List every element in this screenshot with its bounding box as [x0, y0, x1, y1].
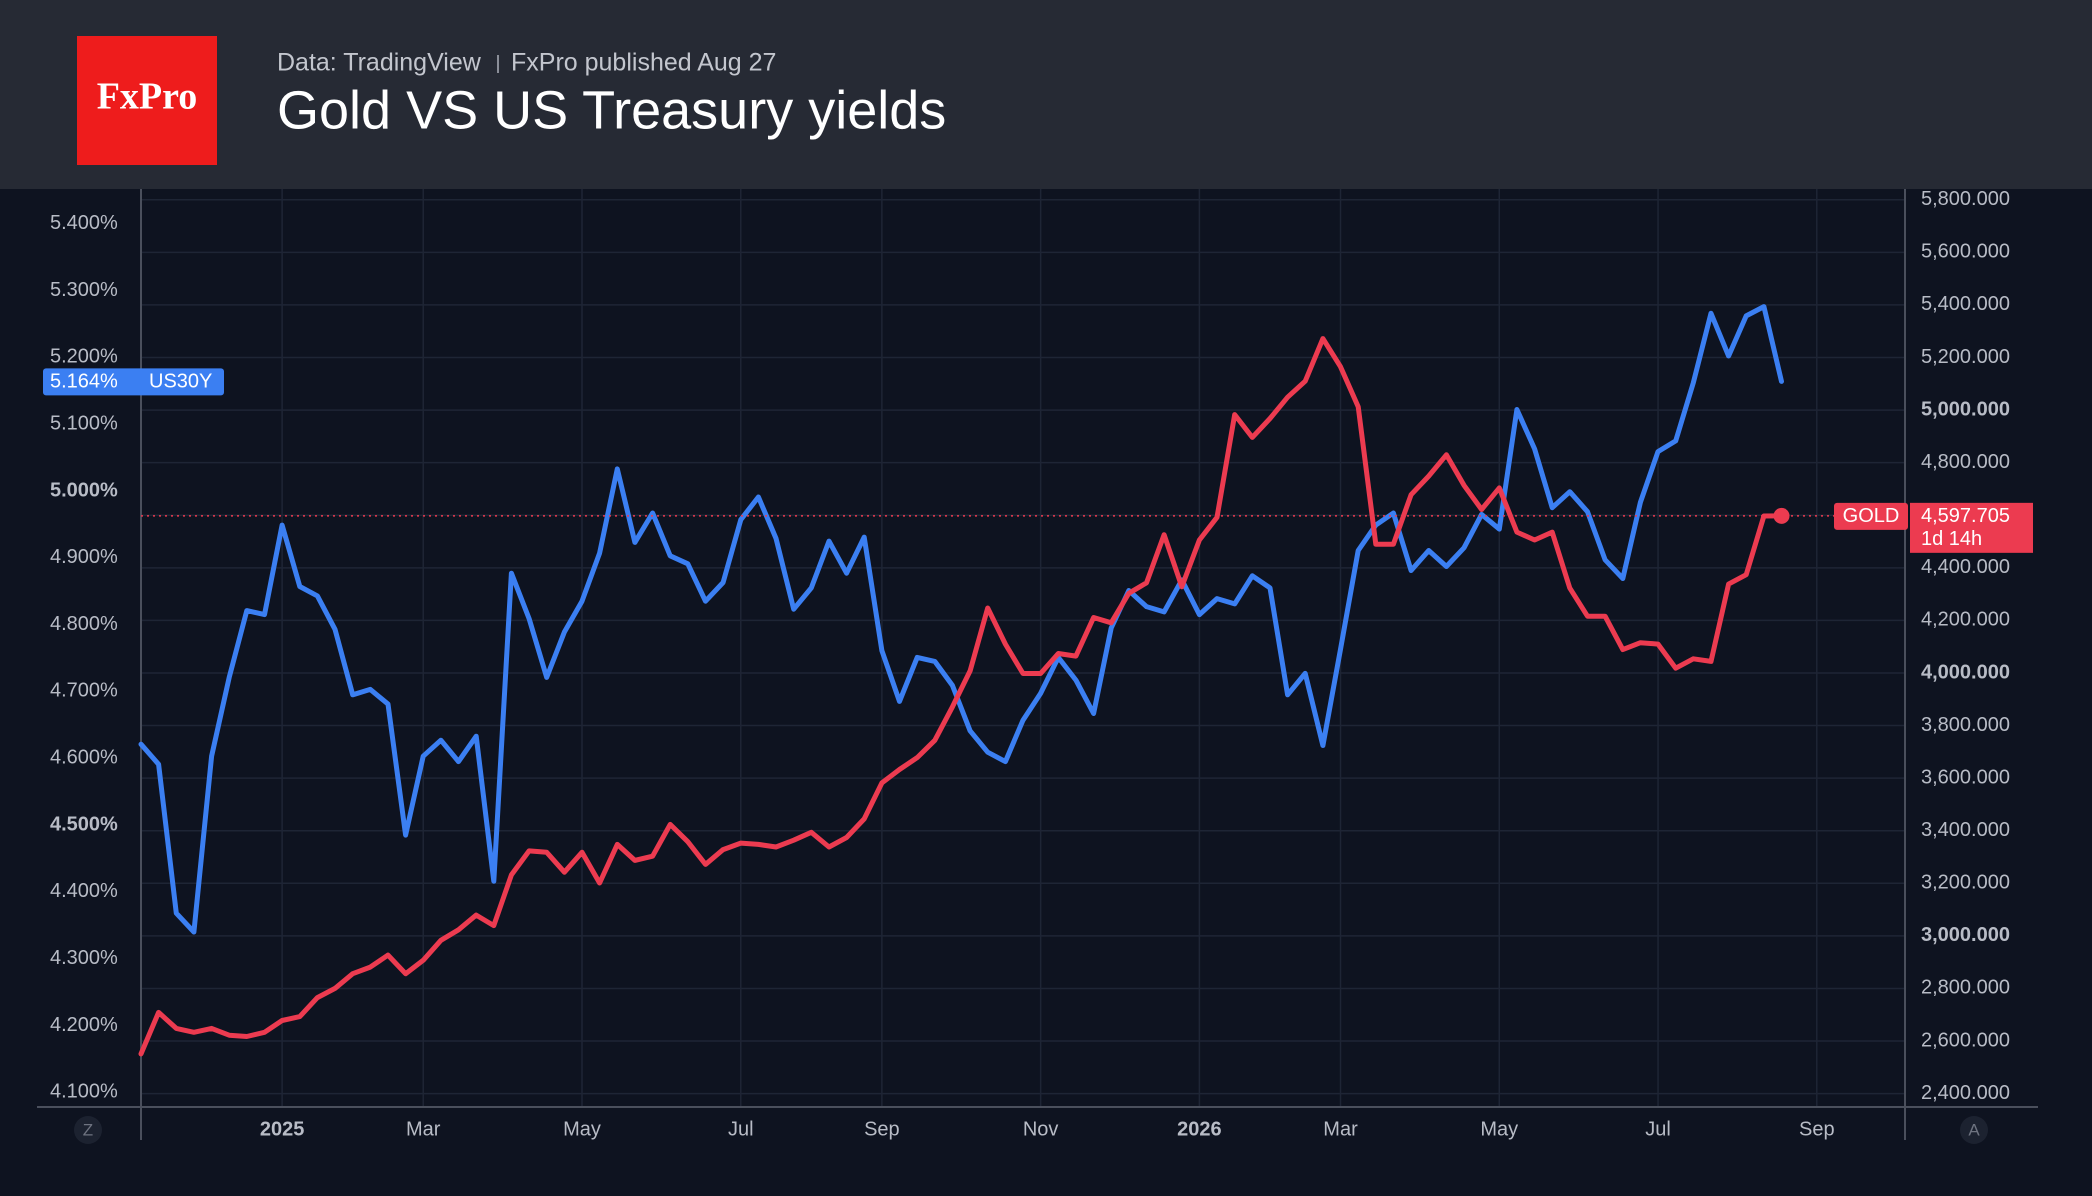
logo-text: FxPro: [97, 76, 198, 118]
y2-tick-label: 5,600.000: [1921, 241, 2010, 263]
x-tick-label: Jul: [728, 1118, 754, 1140]
chart-title: Gold VS US Treasury yields: [277, 80, 946, 140]
y2-tick-label: 2,600.000: [1921, 1029, 2010, 1051]
y2-tick-label: 3,600.000: [1921, 766, 2010, 788]
y2-tick-label: 3,000.000: [1921, 924, 2010, 946]
y-tick-label: 4.500%: [50, 813, 118, 835]
y2-tick-label: 5,400.000: [1921, 293, 2010, 315]
legend-label: GOLD: [1843, 505, 1900, 527]
control-label[interactable]: A: [1968, 1120, 1980, 1139]
y2-tick-label: 5,200.000: [1921, 346, 2010, 368]
y2-tick-label: 2,800.000: [1921, 977, 2010, 999]
last-point: [1773, 507, 1790, 524]
y2-tick-label: 4,400.000: [1921, 556, 2010, 578]
y-tick-label: 5.400%: [50, 212, 118, 234]
y-tick-label: 4.600%: [50, 747, 118, 769]
y2-tick-label: 3,200.000: [1921, 872, 2010, 894]
badge: [1834, 502, 1908, 530]
last-value-label: 5.164%: [50, 371, 118, 393]
y2-tick-label: 3,800.000: [1921, 714, 2010, 736]
x-tick-label: Nov: [1023, 1118, 1059, 1140]
y-tick-label: 4.300%: [50, 947, 118, 969]
last-value-label: 4,597.705: [1921, 505, 2010, 527]
countdown-label: 1d 14h: [1921, 528, 1982, 550]
published: FxPro published Aug 27: [511, 49, 776, 77]
logo: [77, 36, 217, 165]
x-tick-label: May: [1480, 1118, 1518, 1140]
x-tick-label: Sep: [864, 1118, 900, 1140]
header: [0, 0, 2092, 189]
series-line: [138, 336, 1784, 1057]
source: Data: TradingView: [277, 49, 482, 77]
y-tick-label: 5.000%: [50, 479, 118, 501]
series-line: [138, 304, 1784, 935]
y2-tick-label: 5,000.000: [1921, 398, 2010, 420]
y2-tick-label: 4,200.000: [1921, 609, 2010, 631]
y-tick-label: 4.200%: [50, 1014, 118, 1036]
legend-label: US30Y: [149, 371, 212, 393]
y-tick-label: 5.300%: [50, 279, 118, 301]
x-tick-label: 2025: [260, 1118, 305, 1140]
x-tick-label: Mar: [406, 1118, 441, 1140]
plot: 5.400% 5.300% 5.200% 5.100% 5.000% 4.900% 4.80…: [37, 188, 2038, 1140]
x-tick-label: Jul: [1645, 1118, 1671, 1140]
x-tick-label: Mar: [1323, 1118, 1358, 1140]
y-tick-label: 4.700%: [50, 680, 118, 702]
y-tick-label: 4.400%: [50, 880, 118, 902]
badge: [1910, 502, 2033, 553]
y2-tick-label: 5,800.000: [1921, 188, 2010, 210]
x-tick-label: 2026: [1177, 1118, 1222, 1140]
control-label[interactable]: Z: [83, 1120, 93, 1139]
x-tick-label: Sep: [1799, 1118, 1835, 1140]
y2-tick-label: 2,400.000: [1921, 1082, 2010, 1104]
y2-tick-label: 4,800.000: [1921, 451, 2010, 473]
y-tick-label: 5.200%: [50, 346, 118, 368]
badge: [43, 368, 224, 396]
x-tick-label: May: [563, 1118, 601, 1140]
y-tick-label: 4.100%: [50, 1081, 118, 1103]
control[interactable]: [74, 1116, 102, 1144]
y2-tick-label: 4,000.000: [1921, 661, 2010, 683]
y-tick-label: 4.800%: [50, 613, 118, 635]
y-tick-label: 5.100%: [50, 412, 118, 434]
y2-tick-label: 3,400.000: [1921, 819, 2010, 841]
control[interactable]: [1960, 1116, 1988, 1144]
y-tick-label: 4.900%: [50, 546, 118, 568]
